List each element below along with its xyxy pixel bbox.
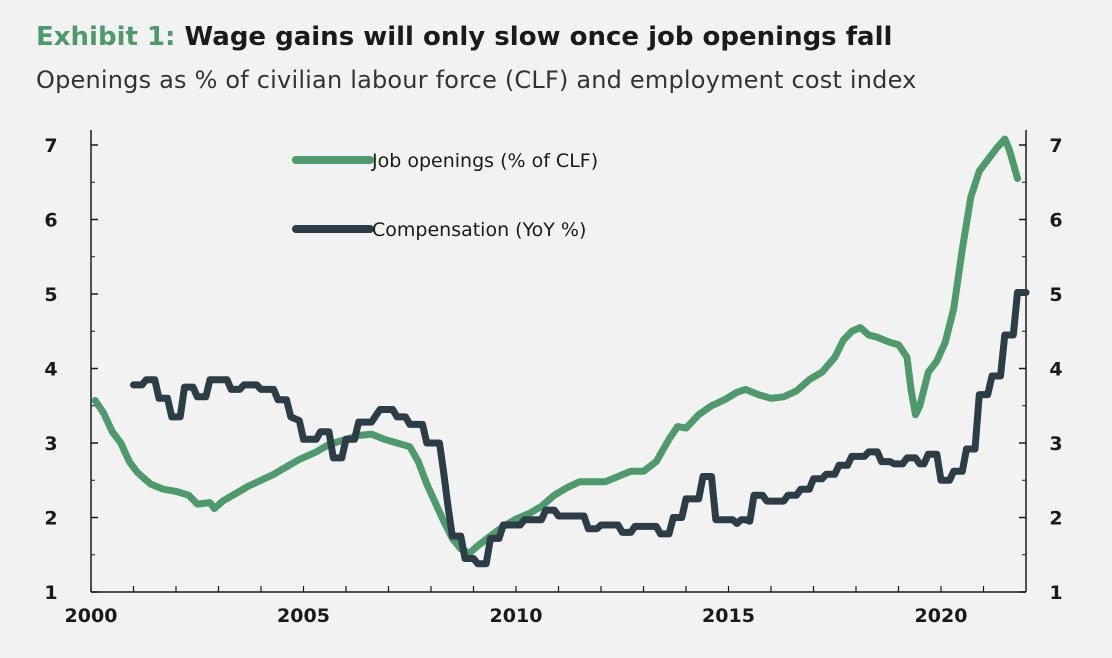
legend: Job openings (% of CLF) Compensation (YoY… <box>292 150 598 241</box>
series-layer <box>91 135 1030 568</box>
job-openings-line <box>91 135 1021 557</box>
exhibit-label: Exhibit 1: <box>36 22 176 52</box>
right-y-tick-label: 4 <box>1049 359 1062 381</box>
x-tick-label: 2000 <box>65 605 118 627</box>
x-tick-label: 2015 <box>702 605 755 627</box>
compensation-line <box>130 289 1030 568</box>
left-y-tick-label: 7 <box>44 135 57 157</box>
left-y-tick-label: 4 <box>44 359 57 381</box>
chart-subtitle: Openings as % of civilian labour force (… <box>36 66 917 94</box>
left-y-tick-label: 5 <box>44 284 57 306</box>
right-y-tick-label: 6 <box>1049 210 1062 232</box>
x-tick-label: 2020 <box>915 605 968 627</box>
left-y-tick-label: 2 <box>44 508 57 530</box>
left-y-tick-label: 1 <box>44 582 57 604</box>
right-y-tick-label: 1 <box>1049 582 1062 604</box>
right-y-tick-label: 7 <box>1049 135 1062 157</box>
right-y-tick-label: 5 <box>1049 284 1062 306</box>
axes: 1 2 3 4 5 6 7 1 2 3 4 5 6 7 2000 2005 2010 2015 2020 <box>44 130 1063 627</box>
x-tick-label: 2005 <box>277 605 330 627</box>
x-tick-label: 2010 <box>490 605 543 627</box>
right-y-tick-label: 3 <box>1049 433 1062 455</box>
legend-label-openings: Job openings (% of CLF) <box>371 150 598 172</box>
right-y-tick-label: 2 <box>1049 508 1062 530</box>
title-text: Wage gains will only slow once job openi… <box>184 22 893 52</box>
left-y-tick-label: 6 <box>44 210 57 232</box>
left-y-tick-label: 3 <box>44 433 57 455</box>
chart-title: Exhibit 1: Wage gains will only slow onc… <box>36 22 892 52</box>
legend-label-compensation: Compensation (YoY %) <box>372 219 586 241</box>
